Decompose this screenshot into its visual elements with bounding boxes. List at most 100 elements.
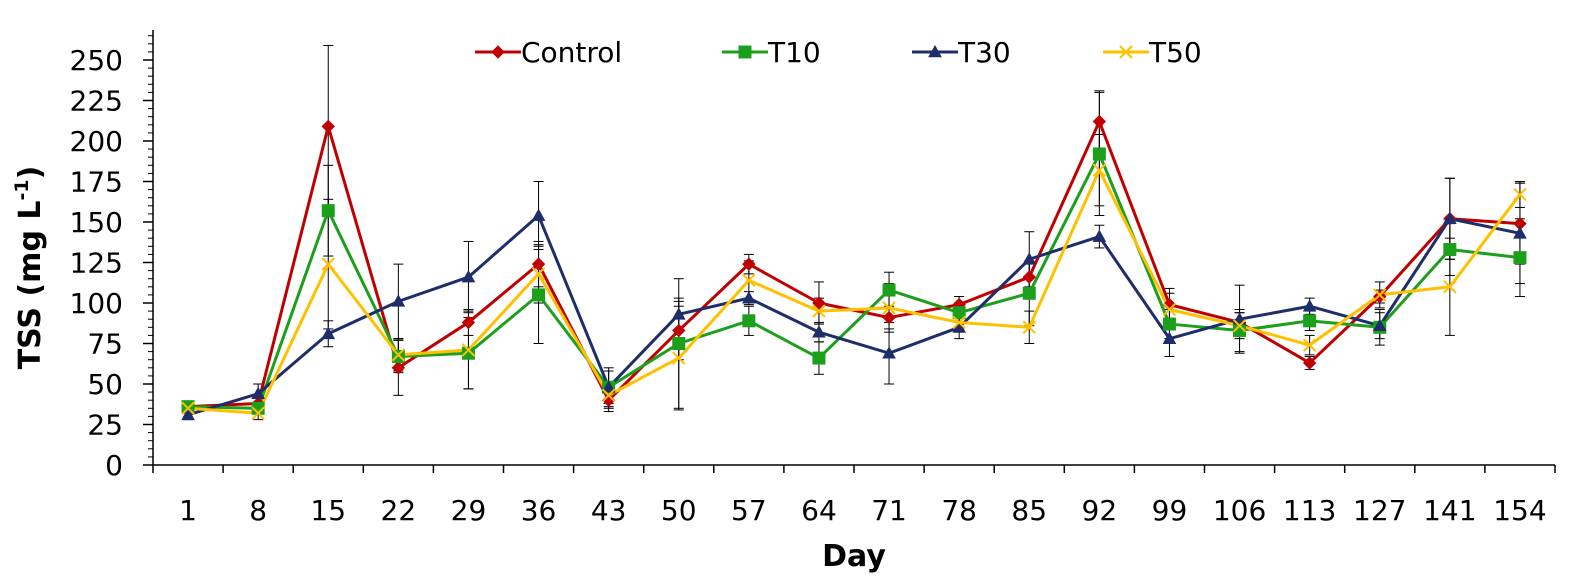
x-tick-label: 85 — [1011, 494, 1047, 527]
y-tick-label: 25 — [87, 409, 123, 442]
point-t10 — [1092, 147, 1106, 161]
point-t50 — [461, 343, 476, 357]
x-tick-label: 106 — [1213, 494, 1266, 527]
point-t10 — [742, 314, 756, 328]
marker-stroke — [461, 343, 476, 357]
marker-stroke — [1513, 187, 1527, 202]
series-lines — [187, 120, 1522, 417]
y-axis-title-close: ) — [13, 166, 48, 180]
marker-stroke — [672, 351, 686, 365]
legend-label-control: Control — [521, 36, 622, 69]
y-tick-label: 225 — [70, 85, 123, 118]
point-t50 — [882, 301, 896, 315]
point-t10 — [1513, 251, 1527, 265]
point-t30 — [1513, 226, 1527, 239]
x-tick-label: 29 — [451, 494, 487, 527]
point-t30 — [882, 346, 896, 359]
y-tick-label: 250 — [70, 44, 123, 77]
marker-stroke — [882, 301, 896, 315]
legend-label-t30: T30 — [957, 36, 1011, 69]
x-tick-label: 1 — [179, 494, 197, 527]
point-t50 — [321, 257, 335, 271]
series-line-control — [187, 120, 1521, 409]
series-line-t10 — [188, 152, 1521, 410]
point-t50 — [812, 304, 826, 318]
point-t10 — [1443, 243, 1457, 257]
point-t50 — [1022, 320, 1036, 335]
legend-swatch-marker — [491, 45, 505, 59]
point-t30 — [461, 270, 476, 283]
point-t50 — [1302, 338, 1317, 352]
point-t30 — [742, 291, 756, 304]
x-tick-label: 92 — [1082, 494, 1118, 527]
point-control — [461, 315, 476, 330]
x-tick-label: 36 — [521, 494, 557, 527]
point-t30 — [1372, 318, 1387, 331]
point-t10 — [1303, 314, 1317, 328]
x-tick-label: 99 — [1152, 494, 1188, 527]
x-tick-label: 127 — [1353, 494, 1406, 527]
y-tick-label: 125 — [70, 247, 123, 280]
point-t50 — [1513, 187, 1527, 202]
point-t30 — [531, 208, 546, 221]
point-t50 — [1092, 163, 1107, 177]
point-t10 — [321, 204, 335, 218]
point-t10 — [672, 337, 686, 350]
marker-stroke — [1092, 163, 1107, 177]
point-t50 — [1373, 288, 1387, 302]
point-control — [1373, 289, 1387, 304]
point-t30 — [812, 325, 826, 338]
axis-titles: Day TSS (mg L-1) — [11, 166, 886, 574]
point-t30 — [391, 294, 406, 307]
point-t50 — [181, 401, 195, 416]
point-t30 — [1302, 299, 1317, 312]
x-axis-title: Day — [822, 539, 886, 574]
x-tick-label: 78 — [941, 494, 977, 527]
marker-stroke — [952, 315, 966, 330]
point-t30 — [601, 380, 616, 393]
error-bars — [183, 44, 1525, 421]
point-t30 — [251, 386, 265, 400]
x-tick-label: 141 — [1423, 494, 1476, 527]
legend-label-t10: T10 — [767, 36, 821, 69]
marker-stroke — [1022, 320, 1036, 335]
point-control — [1092, 114, 1107, 129]
marker-stroke — [1302, 338, 1317, 352]
marker-stroke — [1232, 318, 1247, 333]
legend-item-control: Control — [475, 36, 622, 69]
x-tick-label: 64 — [801, 494, 837, 527]
legend-swatch-marker — [928, 44, 942, 58]
marker-stroke — [1119, 45, 1133, 59]
marker-stroke — [812, 304, 826, 318]
marker-stroke — [251, 406, 265, 420]
point-t50 — [601, 388, 616, 403]
point-control — [882, 310, 896, 325]
y-tick-label: 50 — [87, 368, 123, 401]
point-t10 — [1022, 286, 1036, 300]
point-t30 — [321, 326, 336, 340]
point-t50 — [251, 406, 265, 420]
x-tick-label: 43 — [591, 494, 627, 527]
series-markers — [181, 114, 1527, 421]
x-tick-label: 57 — [731, 494, 767, 527]
x-tick-label: 154 — [1493, 494, 1546, 527]
y-tick-label: 150 — [70, 206, 123, 239]
marker-stroke — [391, 348, 406, 362]
legend: Control T10 T30 T50 — [475, 36, 1202, 69]
y-tick-label: 100 — [70, 287, 123, 320]
point-t50 — [1443, 280, 1457, 294]
x-tick-label: 71 — [871, 494, 907, 527]
marker-stroke — [1162, 302, 1177, 317]
point-control — [812, 296, 826, 310]
point-control — [321, 119, 335, 134]
point-t10 — [391, 349, 405, 363]
point-control — [1302, 356, 1317, 370]
y-tick-label: 175 — [70, 166, 123, 199]
y-tick-label: 200 — [70, 125, 123, 158]
point-control — [672, 323, 686, 338]
point-t30 — [181, 407, 195, 421]
point-t30 — [1443, 211, 1457, 225]
legend-swatch-marker — [738, 45, 752, 59]
